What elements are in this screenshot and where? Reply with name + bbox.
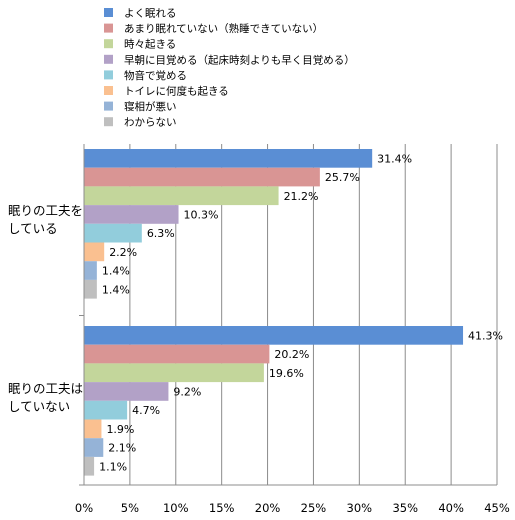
bar	[84, 382, 169, 401]
data-label: 31.4%	[377, 152, 412, 165]
y-group-label: 眠りの工夫は	[8, 381, 83, 396]
plot-area: 31.4% 25.7% 21.2% 10.3% 6.3% 2.2% 1.4% 1.4% 41.3…	[79, 144, 503, 486]
bar	[84, 242, 105, 262]
bar	[84, 167, 320, 187]
bar	[84, 456, 95, 476]
x-axis-ticks: 0% 5% 10% 15% 20% 25% 30% 35% 40% 45%	[75, 501, 510, 515]
x-tick-label: 35%	[392, 501, 418, 515]
data-label: 1.4%	[102, 265, 130, 278]
y-group-label: 眠りの工夫を	[8, 203, 83, 218]
x-tick-label: 40%	[438, 501, 464, 515]
bar	[84, 205, 179, 224]
data-label: 41.3%	[468, 329, 503, 342]
x-tick-label: 45%	[484, 501, 510, 515]
x-tick-label: 5%	[121, 501, 139, 515]
data-label: 6.3%	[147, 227, 175, 240]
x-tick-label: 20%	[255, 501, 281, 515]
legend-swatch	[104, 39, 113, 49]
bar	[84, 344, 270, 364]
bar	[84, 279, 97, 299]
bar	[84, 438, 104, 457]
legend-label: よく眠れる	[124, 8, 177, 20]
legend-swatch	[104, 70, 113, 80]
data-label: 1.4%	[102, 283, 130, 296]
data-labels: 31.4% 25.7% 21.2% 10.3% 6.3% 2.2% 1.4% 1.4% 41.3…	[99, 152, 503, 473]
bars	[84, 149, 464, 476]
legend-swatch	[104, 86, 113, 95]
x-tick-label: 30%	[347, 501, 373, 515]
data-label: 4.7%	[132, 404, 160, 417]
data-label: 2.2%	[109, 246, 137, 259]
x-tick-label: 15%	[209, 501, 235, 515]
legend-swatch	[104, 23, 113, 33]
bar	[84, 186, 279, 206]
legend-label: 時々起きる	[124, 39, 176, 51]
y-group-label: している	[8, 221, 58, 236]
data-label: 20.2%	[274, 348, 309, 361]
y-group-label: していない	[8, 399, 70, 414]
legend-label: 早朝に目覚める（起床時刻よりも早く目覚める）	[124, 53, 355, 66]
data-label: 25.7%	[325, 171, 360, 184]
legend-swatch	[104, 8, 113, 17]
legend-label: 寝相が悪い	[124, 100, 177, 113]
bar	[84, 149, 373, 168]
legend-label: わからない	[124, 117, 177, 129]
data-label: 1.1%	[99, 460, 127, 473]
legend-label: あまり眠れていない（熟睡できていない）	[124, 22, 323, 35]
legend-swatch	[104, 54, 113, 64]
data-label: 19.6%	[269, 367, 304, 380]
bar	[84, 326, 464, 345]
bar	[84, 261, 97, 280]
x-tick-label: 25%	[301, 501, 327, 515]
x-tick-label: 10%	[163, 501, 189, 515]
bar	[84, 400, 128, 420]
data-label: 2.1%	[108, 442, 136, 455]
data-label: 1.9%	[106, 423, 134, 436]
bar	[84, 223, 142, 243]
bar	[84, 419, 102, 439]
legend-swatch	[104, 101, 113, 111]
legend-swatch	[104, 117, 113, 127]
legend-label: 物音で覚める	[124, 69, 187, 82]
data-label: 21.2%	[284, 190, 319, 203]
data-label: 9.2%	[173, 385, 201, 398]
axes	[79, 144, 497, 486]
data-label: 10.3%	[184, 208, 219, 221]
bar	[84, 363, 264, 383]
x-tick-label: 0%	[75, 501, 93, 515]
legend-label: トイレに何度も起きる	[124, 85, 229, 98]
